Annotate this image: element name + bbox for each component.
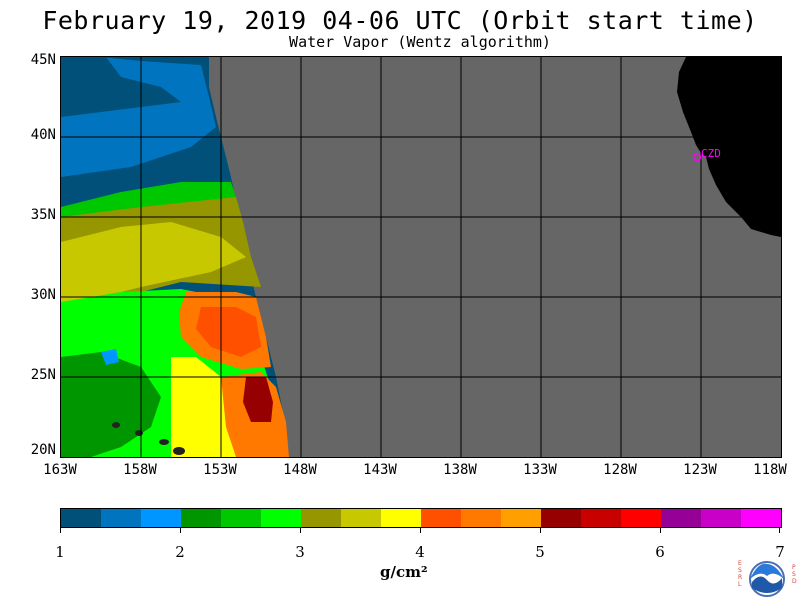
colorbar-label-7: 7 — [775, 543, 785, 561]
lon-label-143w: 143W — [363, 462, 397, 478]
colorbar-cell — [581, 509, 621, 527]
lon-label-128w: 128W — [603, 462, 637, 478]
island — [135, 430, 143, 436]
lat-label-35n: 35N — [30, 207, 56, 223]
island — [173, 447, 185, 455]
colorbar-cell — [341, 509, 381, 527]
lon-label-118w: 118W — [753, 462, 787, 478]
colorbar-cell — [381, 509, 421, 527]
colorbar-tick — [420, 527, 421, 533]
lat-label-40n: 40N — [30, 127, 56, 143]
colorbar-tick — [540, 527, 541, 533]
colorbar-tick — [300, 527, 301, 533]
region-light-blue-patch — [101, 349, 119, 365]
region-dark-red — [243, 377, 273, 422]
lat-label-30n: 30N — [30, 287, 56, 303]
colorbar-cell — [661, 509, 701, 527]
land-california — [677, 57, 781, 237]
noaa-emblem-icon — [749, 561, 785, 597]
lon-label-163w: 163W — [43, 462, 77, 478]
island — [159, 439, 169, 445]
colorbar-cell — [141, 509, 181, 527]
lon-label-123w: 123W — [683, 462, 717, 478]
colorbar-label-6: 6 — [655, 543, 665, 561]
lon-label-148w: 148W — [283, 462, 317, 478]
colorbar-cell — [221, 509, 261, 527]
map-subtitle: Water Vapor (Wentz algorithm) — [289, 33, 551, 51]
region-darkgreen — [61, 352, 161, 457]
colorbar-cell — [541, 509, 581, 527]
colorbar-cell — [61, 509, 101, 527]
colorbar-cell — [461, 509, 501, 527]
lon-label-138w: 138W — [443, 462, 477, 478]
lat-label-45n: 45N — [30, 52, 56, 68]
station-label: CZD — [701, 147, 721, 160]
colorbar-label-2: 2 — [175, 543, 185, 561]
colorbar-cell — [261, 509, 301, 527]
lat-label-20n: 20N — [30, 442, 56, 458]
region-yellow-olive — [61, 222, 246, 307]
island — [112, 422, 120, 428]
colorbar-tick — [180, 527, 181, 533]
colorbar-label-4: 4 — [415, 543, 425, 561]
colorbar-cell — [301, 509, 341, 527]
station-marker — [692, 152, 702, 162]
colorbar-tick — [660, 527, 661, 533]
water-vapor-map: CZD — [60, 56, 782, 458]
colorbar-label-1: 1 — [55, 543, 65, 561]
lon-label-153w: 153W — [203, 462, 237, 478]
colorbar-cell — [701, 509, 741, 527]
colorbar-cell — [421, 509, 461, 527]
lon-label-133w: 133W — [523, 462, 557, 478]
region-dark-blue-top — [61, 57, 181, 117]
colorbar-tick — [60, 527, 61, 533]
colorbar-label-3: 3 — [295, 543, 305, 561]
lat-label-25n: 25N — [30, 367, 56, 383]
colorbar — [60, 508, 782, 528]
colorbar-cell — [501, 509, 541, 527]
colorbar-cell — [621, 509, 661, 527]
colorbar-cell — [741, 509, 781, 527]
colorbar-label-5: 5 — [535, 543, 545, 561]
colorbar-tick — [779, 527, 780, 533]
colorbar-units: g/cm² — [380, 563, 428, 581]
colorbar-cell — [101, 509, 141, 527]
lon-label-158w: 158W — [123, 462, 157, 478]
region-red-orange — [196, 307, 261, 357]
map-title: February 19, 2019 04-06 UTC (Orbit start… — [42, 6, 758, 35]
colorbar-cell — [181, 509, 221, 527]
